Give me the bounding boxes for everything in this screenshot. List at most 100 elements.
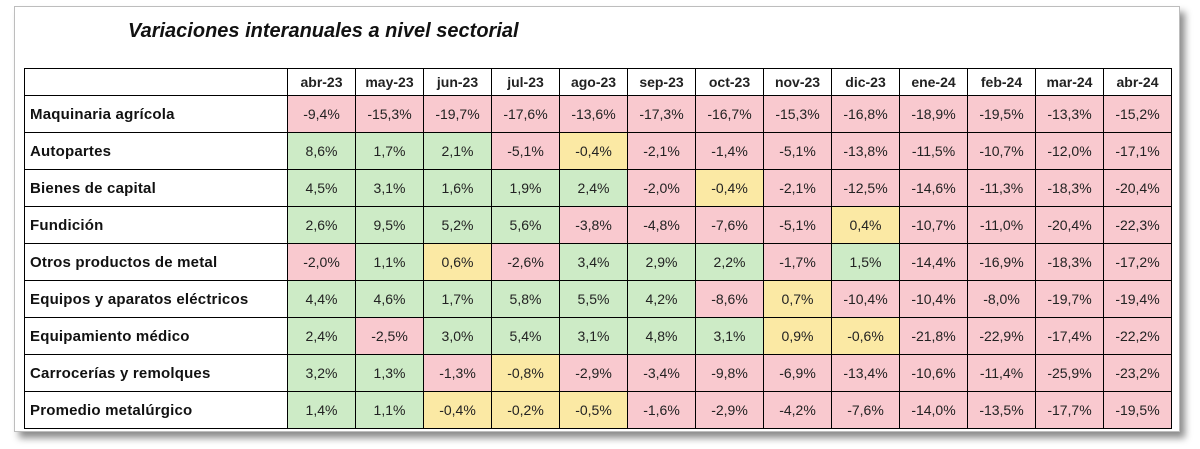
value-cell: 1,5%: [831, 243, 900, 281]
value-cell: 3,0%: [423, 317, 492, 355]
value-cell: -9,4%: [287, 95, 356, 133]
row-label: Autopartes: [24, 132, 288, 170]
column-header: jul-23: [491, 68, 560, 96]
value-cell: -7,6%: [695, 206, 764, 244]
value-cell: 3,2%: [287, 354, 356, 392]
value-cell: -1,7%: [763, 243, 832, 281]
value-cell: -3,4%: [627, 354, 696, 392]
value-cell: -11,4%: [967, 354, 1036, 392]
value-cell: -8,6%: [695, 280, 764, 318]
value-cell: -14,4%: [899, 243, 968, 281]
value-cell: 3,1%: [559, 317, 628, 355]
value-cell: -5,1%: [763, 206, 832, 244]
value-cell: -16,8%: [831, 95, 900, 133]
value-cell: -22,2%: [1103, 317, 1172, 355]
value-cell: -19,5%: [1103, 391, 1172, 429]
value-cell: -21,8%: [899, 317, 968, 355]
value-cell: 1,1%: [355, 243, 424, 281]
value-cell: -16,7%: [695, 95, 764, 133]
value-cell: -19,4%: [1103, 280, 1172, 318]
value-cell: -2,0%: [287, 243, 356, 281]
column-header: sep-23: [627, 68, 696, 96]
value-cell: 2,2%: [695, 243, 764, 281]
value-cell: 0,9%: [763, 317, 832, 355]
value-cell: -17,6%: [491, 95, 560, 133]
value-cell: -13,5%: [967, 391, 1036, 429]
value-cell: 1,3%: [355, 354, 424, 392]
value-cell: -11,0%: [967, 206, 1036, 244]
value-cell: 4,2%: [627, 280, 696, 318]
table-row: Equipos y aparatos eléctricos 4,4% 4,6% 1,7…: [24, 280, 1172, 318]
sector-variation-table: abr-23 may-23 jun-23 jul-23 ago-23 sep-23 oct-…: [24, 68, 1172, 429]
value-cell: 2,1%: [423, 132, 492, 170]
value-cell: -2,1%: [763, 169, 832, 207]
value-cell: -0,4%: [559, 132, 628, 170]
value-cell: 1,1%: [355, 391, 424, 429]
column-header: nov-23: [763, 68, 832, 96]
value-cell: -8,0%: [967, 280, 1036, 318]
row-label: Otros productos de metal: [24, 243, 288, 281]
table-row: Carrocerías y remolques 3,2% 1,3% -1,3% -0,8…: [24, 354, 1172, 392]
value-cell: -2,9%: [695, 391, 764, 429]
value-cell: -10,4%: [899, 280, 968, 318]
value-cell: -20,4%: [1035, 206, 1104, 244]
value-cell: -10,7%: [899, 206, 968, 244]
value-cell: -17,4%: [1035, 317, 1104, 355]
value-cell: -3,8%: [559, 206, 628, 244]
value-cell: 0,6%: [423, 243, 492, 281]
value-cell: 1,7%: [423, 280, 492, 318]
value-cell: -2,0%: [627, 169, 696, 207]
value-cell: 0,7%: [763, 280, 832, 318]
value-cell: -10,7%: [967, 132, 1036, 170]
value-cell: -6,9%: [763, 354, 832, 392]
value-cell: -13,3%: [1035, 95, 1104, 133]
value-cell: -7,6%: [831, 391, 900, 429]
value-cell: -14,6%: [899, 169, 968, 207]
value-cell: -18,3%: [1035, 169, 1104, 207]
value-cell: -15,3%: [355, 95, 424, 133]
value-cell: -15,3%: [763, 95, 832, 133]
value-cell: -0,6%: [831, 317, 900, 355]
column-header: ene-24: [899, 68, 968, 96]
value-cell: -0,8%: [491, 354, 560, 392]
column-header: abr-23: [287, 68, 356, 96]
table-row: Otros productos de metal -2,0% 1,1% 0,6% -2,…: [24, 243, 1172, 281]
value-cell: -22,3%: [1103, 206, 1172, 244]
value-cell: -4,2%: [763, 391, 832, 429]
column-header: abr-24: [1103, 68, 1172, 96]
value-cell: -18,9%: [899, 95, 968, 133]
value-cell: -11,3%: [967, 169, 1036, 207]
value-cell: -18,3%: [1035, 243, 1104, 281]
value-cell: -12,5%: [831, 169, 900, 207]
value-cell: -17,3%: [627, 95, 696, 133]
value-cell: 2,4%: [559, 169, 628, 207]
header-row: abr-23 may-23 jun-23 jul-23 ago-23 sep-23 oct-…: [24, 68, 1172, 96]
value-cell: -0,2%: [491, 391, 560, 429]
value-cell: 3,1%: [355, 169, 424, 207]
value-cell: 4,5%: [287, 169, 356, 207]
value-cell: 2,4%: [287, 317, 356, 355]
row-label: Promedio metalúrgico: [24, 391, 288, 429]
value-cell: -5,1%: [491, 132, 560, 170]
row-label: Fundición: [24, 206, 288, 244]
value-cell: -0,5%: [559, 391, 628, 429]
value-cell: -2,6%: [491, 243, 560, 281]
value-cell: -15,2%: [1103, 95, 1172, 133]
value-cell: -17,2%: [1103, 243, 1172, 281]
value-cell: -22,9%: [967, 317, 1036, 355]
value-cell: -1,4%: [695, 132, 764, 170]
row-label: Equipos y aparatos eléctricos: [24, 280, 288, 318]
value-cell: -9,8%: [695, 354, 764, 392]
value-cell: -13,6%: [559, 95, 628, 133]
table-body: Maquinaria agrícola -9,4% -15,3% -19,7% -17,…: [24, 95, 1172, 429]
value-cell: 9,5%: [355, 206, 424, 244]
table-row: Promedio metalúrgico 1,4% 1,1% -0,4% -0,2% -0…: [24, 391, 1172, 429]
row-label: Maquinaria agrícola: [24, 95, 288, 133]
value-cell: 4,4%: [287, 280, 356, 318]
header-corner-cell: [24, 68, 288, 96]
value-cell: -16,9%: [967, 243, 1036, 281]
value-cell: 0,4%: [831, 206, 900, 244]
value-cell: 1,6%: [423, 169, 492, 207]
value-cell: -1,6%: [627, 391, 696, 429]
value-cell: -12,0%: [1035, 132, 1104, 170]
